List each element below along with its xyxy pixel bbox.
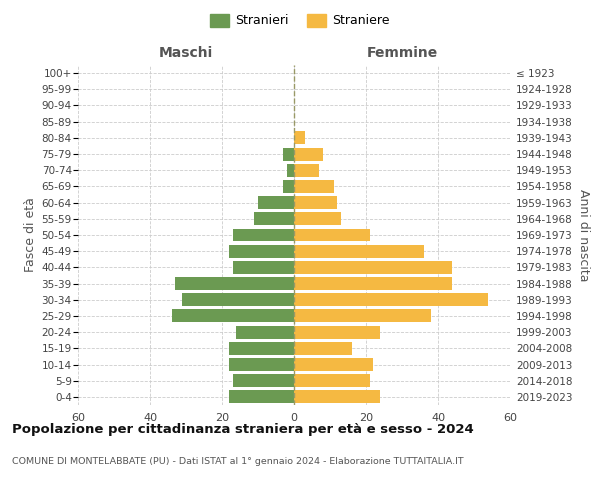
Bar <box>294 294 488 306</box>
Bar <box>294 244 424 258</box>
Bar <box>283 180 294 193</box>
Bar <box>229 358 294 371</box>
Bar <box>172 310 294 322</box>
Bar <box>254 212 294 226</box>
Bar <box>294 132 305 144</box>
Legend: Stranieri, Straniere: Stranieri, Straniere <box>205 8 395 32</box>
Bar <box>294 326 380 338</box>
Bar <box>294 390 380 404</box>
Bar <box>294 228 370 241</box>
Bar <box>294 374 370 387</box>
Bar <box>233 261 294 274</box>
Bar <box>294 180 334 193</box>
Bar <box>175 277 294 290</box>
Bar <box>294 342 352 355</box>
Bar <box>229 342 294 355</box>
Bar <box>294 277 452 290</box>
Bar <box>236 326 294 338</box>
Bar <box>294 310 431 322</box>
Bar <box>294 196 337 209</box>
Bar <box>294 164 319 176</box>
Bar <box>233 374 294 387</box>
Bar <box>283 148 294 160</box>
Bar <box>229 244 294 258</box>
Y-axis label: Anni di nascita: Anni di nascita <box>577 188 590 281</box>
Bar <box>258 196 294 209</box>
Bar <box>294 148 323 160</box>
Bar <box>294 261 452 274</box>
Bar <box>229 390 294 404</box>
Bar <box>294 212 341 226</box>
Bar <box>287 164 294 176</box>
Bar <box>294 358 373 371</box>
Text: COMUNE DI MONTELABBATE (PU) - Dati ISTAT al 1° gennaio 2024 - Elaborazione TUTTA: COMUNE DI MONTELABBATE (PU) - Dati ISTAT… <box>12 458 464 466</box>
Text: Popolazione per cittadinanza straniera per età e sesso - 2024: Popolazione per cittadinanza straniera p… <box>12 422 474 436</box>
Y-axis label: Fasce di età: Fasce di età <box>25 198 37 272</box>
Text: Femmine: Femmine <box>367 46 437 60</box>
Bar <box>233 228 294 241</box>
Bar <box>182 294 294 306</box>
Text: Maschi: Maschi <box>159 46 213 60</box>
